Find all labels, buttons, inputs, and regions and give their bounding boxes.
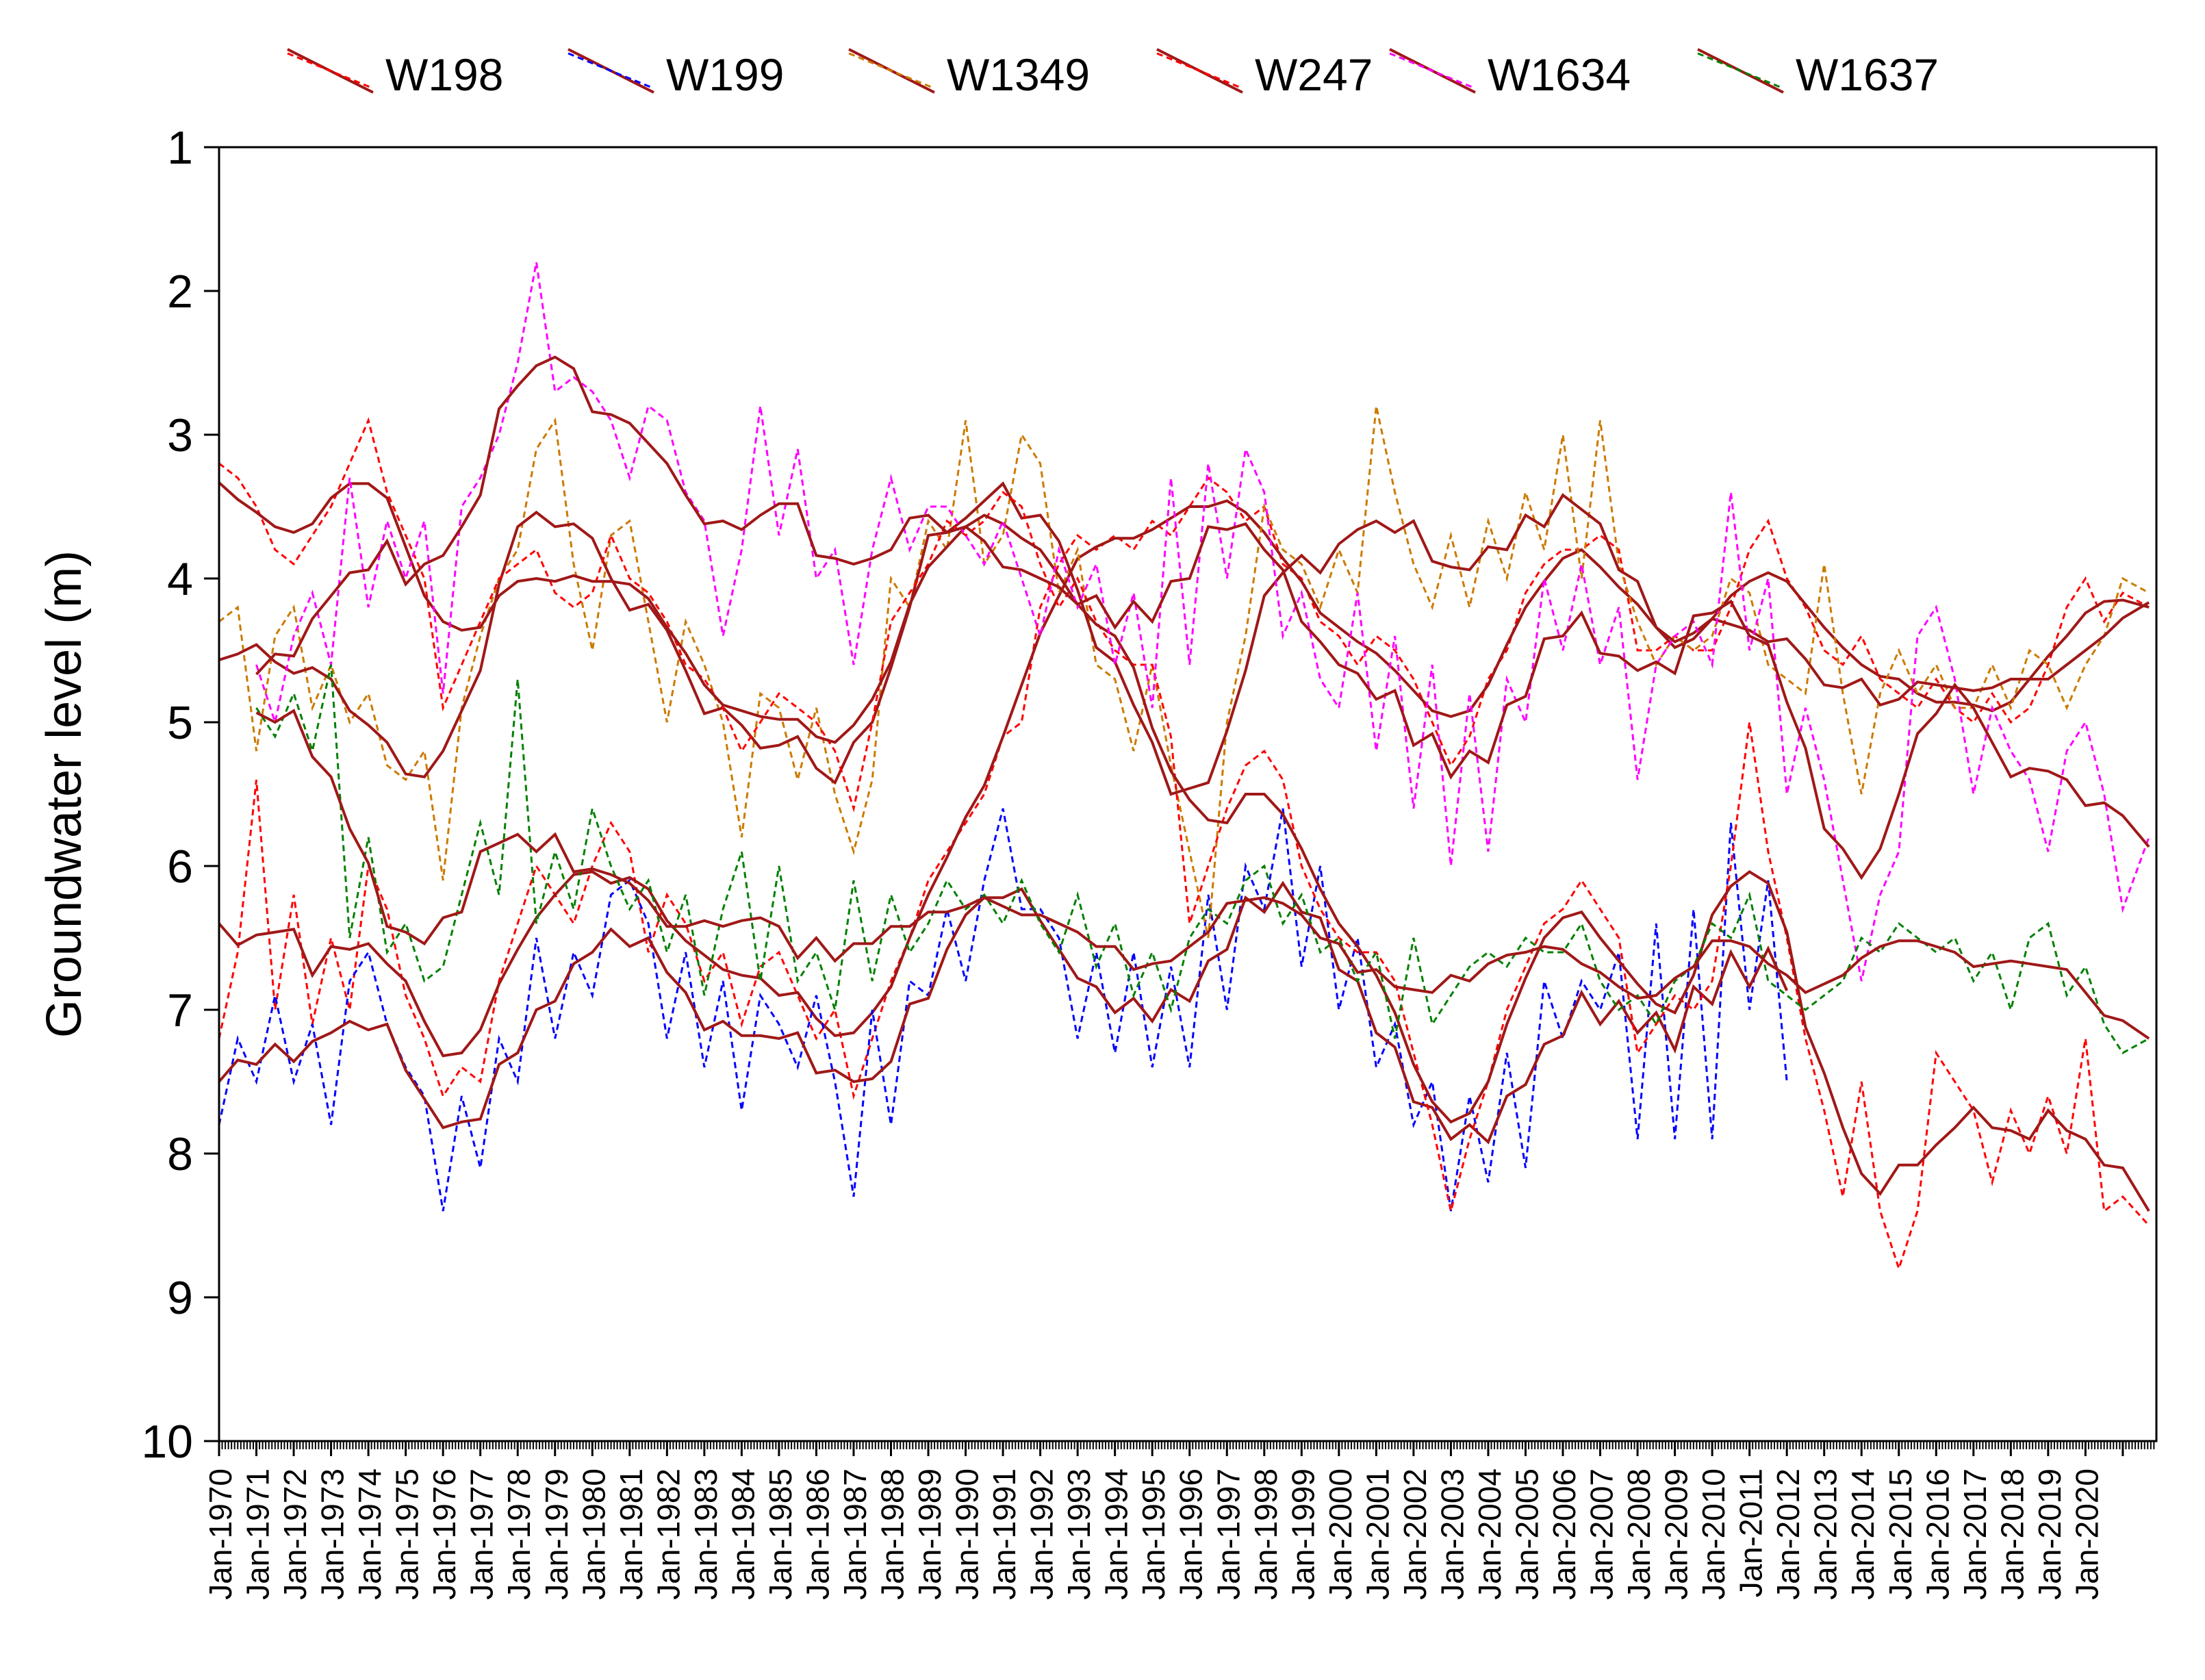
- y-tick-label: 2: [167, 266, 193, 318]
- x-tick-label: Jan-1999: [1285, 1468, 1321, 1600]
- x-tick-label: Jan-2019: [2032, 1468, 2067, 1600]
- trend-line-w1637: [255, 709, 2150, 1040]
- x-tick-label: Jan-1978: [501, 1468, 537, 1600]
- y-tick-label: 5: [167, 697, 193, 749]
- legend-label: W247: [1255, 49, 1373, 100]
- legend-label: W1634: [1488, 49, 1631, 100]
- x-tick-label: Jan-2003: [1434, 1468, 1470, 1600]
- x-tick-label: Jan-2016: [1920, 1468, 1955, 1600]
- legend-label: W1637: [1796, 49, 1939, 100]
- series-line-w198: [219, 476, 2150, 1100]
- legend-label: W199: [666, 49, 784, 100]
- x-tick-label: Jan-1984: [725, 1468, 761, 1600]
- x-tick-label: Jan-1987: [837, 1468, 873, 1600]
- legend: W198 W199 W1349 W247 W1634 W1637: [287, 48, 1939, 100]
- legend-item-w247: W247: [1156, 48, 1373, 100]
- y-tick-label: 6: [167, 841, 193, 893]
- series-line-w247: [219, 417, 2150, 1272]
- x-tick-label: Jan-2013: [1808, 1468, 1844, 1600]
- x-tick-label: Jan-1997: [1210, 1468, 1246, 1600]
- x-tick-label: Jan-2002: [1397, 1468, 1433, 1600]
- legend-series-swatch: [848, 52, 935, 90]
- y-axis-label: Groundwater level (m): [37, 550, 92, 1038]
- y-axis: 1 2 3 4 5 6 7 8 9 10: [141, 122, 219, 1468]
- x-tick-label: Jan-2015: [1883, 1468, 1918, 1600]
- x-tick-label: Jan-1974: [352, 1468, 387, 1600]
- x-tick-label: Jan-2000: [1323, 1468, 1358, 1600]
- y-tick-label: 3: [167, 409, 193, 461]
- y-tick-label: 7: [167, 984, 193, 1036]
- legend-series-swatch: [568, 52, 654, 90]
- trend-line-w1349: [219, 481, 2150, 796]
- x-axis: Jan-1970 Jan-1971 Jan-1972 Jan-1973 Jan-1974…: [203, 1441, 2155, 1600]
- y-tick-label: 8: [167, 1128, 193, 1180]
- x-tick-label: Jan-1971: [240, 1468, 276, 1600]
- x-tick-label: Jan-1993: [1061, 1468, 1097, 1600]
- legend-label: W198: [385, 49, 503, 100]
- x-tick-label: Jan-1992: [1024, 1468, 1060, 1600]
- x-tick-label: Jan-1970: [203, 1468, 238, 1600]
- x-tick-label: Jan-1990: [949, 1468, 985, 1600]
- x-tick-label: Jan-1976: [426, 1468, 462, 1600]
- x-tick-label: Jan-1977: [464, 1468, 500, 1600]
- x-tick-label: Jan-1981: [613, 1468, 649, 1600]
- x-tick-label: Jan-1994: [1099, 1468, 1134, 1600]
- legend-item-w1637: W1637: [1697, 48, 1939, 100]
- x-tick-label: Jan-1985: [763, 1468, 798, 1600]
- legend-series-swatch: [1156, 52, 1243, 90]
- x-tick-label: Jan-1995: [1136, 1468, 1171, 1600]
- legend-item-w198: W198: [287, 48, 503, 100]
- plot-area: [219, 262, 2150, 1272]
- trend-line-w1634: [255, 355, 2150, 880]
- series-line-w199: [219, 808, 1788, 1212]
- y-tick-label: 4: [167, 553, 193, 605]
- x-tick-label: Jan-1998: [1248, 1468, 1284, 1600]
- x-tick-label: Jan-2001: [1360, 1468, 1395, 1600]
- x-tick-label: Jan-2010: [1696, 1468, 1731, 1600]
- x-tick-label: Jan-1991: [986, 1468, 1022, 1600]
- trend-line-w247: [219, 481, 2150, 1212]
- x-tick-label: Jan-1973: [315, 1468, 350, 1600]
- x-tick-label: Jan-2014: [1845, 1468, 1881, 1600]
- series-line-w1637: [255, 664, 2150, 1054]
- x-tick-label: Jan-2020: [2069, 1468, 2104, 1600]
- x-tick-label: Jan-2005: [1509, 1468, 1544, 1600]
- legend-series-swatch: [1697, 52, 1784, 90]
- x-tick-label: Jan-1983: [688, 1468, 724, 1600]
- trend-line-w199: [219, 880, 1789, 1145]
- x-tick-label: Jan-1979: [539, 1468, 574, 1600]
- x-tick-label: Jan-1975: [390, 1468, 425, 1600]
- x-tick-label: Jan-1989: [912, 1468, 947, 1600]
- y-tick-label: 10: [141, 1416, 193, 1468]
- plot-frame: [218, 146, 2158, 1442]
- x-tick-label: Jan-2009: [1659, 1468, 1694, 1600]
- legend-label: W1349: [947, 49, 1090, 100]
- legend-series-swatch: [1389, 52, 1476, 90]
- x-tick-label: Jan-1986: [800, 1468, 835, 1600]
- y-tick-label: 9: [167, 1272, 193, 1324]
- x-tick-label: Jan-1988: [875, 1468, 910, 1600]
- x-tick-label: Jan-2006: [1546, 1468, 1582, 1600]
- legend-item-w1634: W1634: [1389, 48, 1631, 100]
- x-tick-label: Jan-1972: [277, 1468, 313, 1600]
- x-tick-label: Jan-1982: [650, 1468, 686, 1600]
- x-tick-label: Jan-2007: [1584, 1468, 1620, 1600]
- y-tick-label: 1: [167, 122, 193, 174]
- x-tick-label: Jan-2012: [1770, 1468, 1806, 1600]
- x-tick-label: Jan-1980: [576, 1468, 611, 1600]
- legend-series-swatch: [287, 52, 374, 90]
- x-tick-label: Jan-1996: [1173, 1468, 1209, 1600]
- legend-item-w199: W199: [568, 48, 784, 100]
- series-line-w1349: [219, 405, 2150, 939]
- x-tick-label: Jan-2004: [1472, 1468, 1507, 1600]
- x-tick-label: Jan-2017: [1957, 1468, 1993, 1600]
- x-tick-label: Jan-2018: [1994, 1468, 2030, 1600]
- legend-item-w1349: W1349: [848, 48, 1090, 100]
- x-tick-label: Jan-2008: [1621, 1468, 1657, 1600]
- x-tick-label: Jan-2011: [1733, 1468, 1769, 1597]
- series-line-w1634: [255, 262, 2150, 982]
